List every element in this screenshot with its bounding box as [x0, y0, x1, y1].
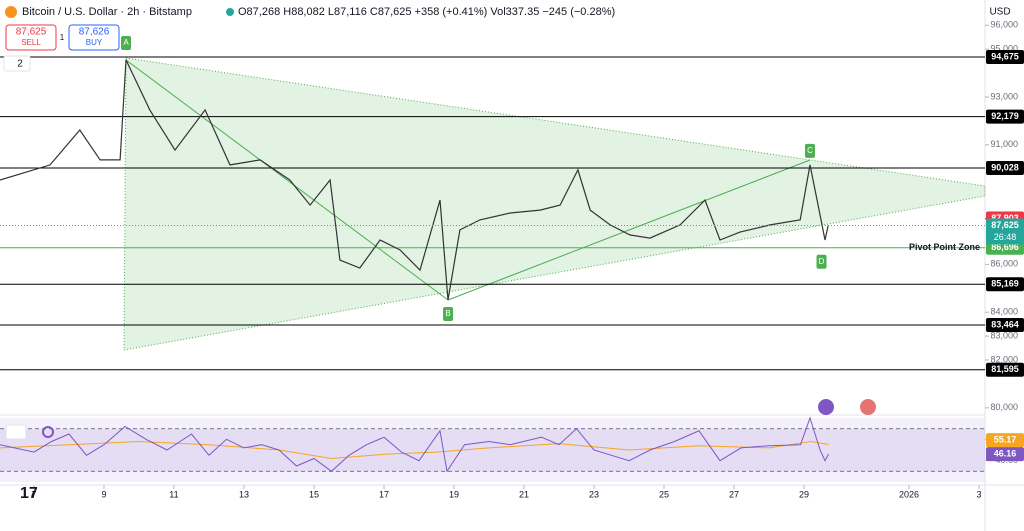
price-line	[0, 59, 829, 301]
y-tick-label: 91,000	[990, 139, 1018, 149]
y-tick-label: 93,000	[990, 91, 1018, 101]
flag-icon	[860, 399, 876, 415]
level-label: 85,169	[991, 279, 1019, 289]
layout-toggle[interactable]	[3, 55, 31, 72]
btc-icon	[5, 6, 17, 18]
level-label-bg	[986, 318, 1024, 333]
level-label-bg	[986, 362, 1024, 377]
pattern-point-label: A	[123, 38, 129, 47]
layout-count: 2	[17, 59, 23, 70]
ohlc: O87,268 H88,082 L87,116 C87,625 +358 (+0…	[238, 6, 615, 18]
sell-button[interactable]	[5, 24, 57, 51]
y-tick-label: 80,000	[990, 402, 1018, 412]
pivot-name: Pivot Point Zone	[909, 242, 980, 252]
pattern-line	[125, 59, 449, 301]
buy-button[interactable]	[68, 24, 120, 51]
pattern-point-label: B	[445, 309, 450, 318]
x-tick-label: 13	[239, 489, 249, 499]
indicator-icon	[42, 426, 54, 438]
price-tag: 87,903	[991, 213, 1019, 223]
level-label: 92,179	[991, 111, 1019, 121]
buy-label: BUY	[86, 38, 103, 47]
symbol-title: Bitcoin / U.S. Dollar · 2h · Bitstamp	[22, 6, 192, 18]
x-tick-label: 25	[659, 489, 669, 499]
x-tick-label: 21	[519, 489, 529, 499]
level-label-bg	[986, 49, 1024, 64]
y-tick-label: 96,000	[990, 20, 1018, 30]
pattern-point	[816, 254, 827, 269]
x-tick-label: 27	[729, 489, 739, 499]
level-label: 81,595	[991, 364, 1019, 374]
collapse-button[interactable]	[5, 424, 27, 440]
y-tick-label: 86,000	[990, 259, 1018, 269]
pattern-point	[804, 143, 815, 158]
level-label-bg	[986, 109, 1024, 124]
sell-price: 87,625	[16, 27, 47, 38]
x-tick-label: 19	[449, 489, 459, 499]
x-tick-label: 23	[589, 489, 599, 499]
rsi-line	[0, 416, 829, 473]
pattern-line	[447, 159, 811, 301]
pivot-label: 86,696	[991, 242, 1019, 252]
x-tick-label: 11	[169, 489, 178, 499]
rsi-signal-tag: 55.17	[994, 434, 1017, 444]
triangle-pattern	[123, 57, 986, 351]
pattern-point	[121, 35, 132, 50]
quantity: 1	[60, 33, 65, 42]
pattern-point	[443, 306, 454, 321]
sell-label: SELL	[21, 38, 41, 47]
level-label: 94,675	[991, 51, 1019, 61]
x-tick-label: 15	[309, 489, 319, 499]
pattern-point-label: D	[819, 257, 825, 266]
x-tick-label: 9	[101, 489, 106, 499]
level-label-bg	[986, 277, 1024, 292]
x-tick-label: 3	[977, 489, 982, 499]
x-tick-label: 29	[799, 489, 809, 499]
buy-price: 87,626	[79, 27, 110, 38]
x-tick-label: 2026	[899, 489, 919, 499]
y-tick-label: 83,000	[990, 330, 1018, 340]
y-tick-label: 84,000	[990, 307, 1018, 317]
rsi-value-tag: 46.16	[994, 448, 1017, 458]
y-tick-label: 82,000	[990, 354, 1018, 364]
rsi-signal-tag-bg	[986, 433, 1024, 448]
rsi-band	[0, 428, 985, 472]
y-tick-label: 95,000	[990, 44, 1018, 54]
price-tag-bg	[986, 218, 1024, 245]
level-label-bg	[986, 161, 1024, 176]
level-label: 90,028	[991, 162, 1019, 172]
currency: USD	[989, 7, 1010, 18]
x-tick-label: 7	[31, 489, 36, 499]
rsi-value-tag-bg	[986, 447, 1024, 462]
price-tag: 87,625	[991, 220, 1019, 230]
status-dot	[226, 8, 234, 16]
event-icon	[818, 399, 834, 415]
x-tick-label: 17	[379, 489, 389, 499]
level-label: 83,464	[991, 319, 1019, 329]
countdown: 26:48	[994, 232, 1017, 242]
logo: 17	[20, 485, 38, 502]
pattern-point-label: C	[807, 146, 813, 155]
